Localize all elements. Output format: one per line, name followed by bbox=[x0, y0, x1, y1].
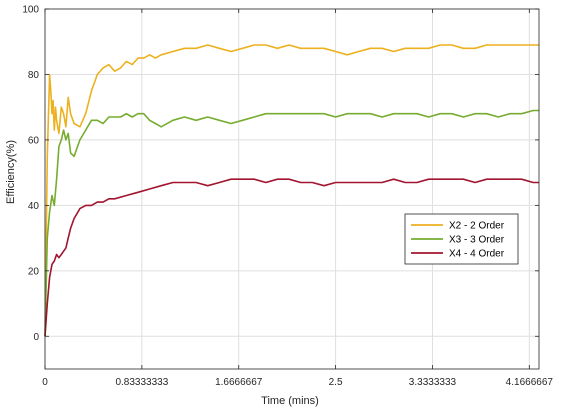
x-tick-label: 2.5 bbox=[329, 377, 343, 388]
legend-label-3: X4 - 4 Order bbox=[449, 249, 505, 260]
y-tick-label: 100 bbox=[22, 5, 39, 16]
x-tick-label: 1.6666667 bbox=[215, 377, 263, 388]
y-tick-label: 40 bbox=[28, 201, 40, 212]
grid bbox=[44, 8, 539, 369]
series-line-1 bbox=[44, 44, 539, 337]
axes-box bbox=[44, 8, 540, 370]
y-tick-label: 80 bbox=[28, 70, 40, 81]
y-tick-label: 20 bbox=[28, 266, 40, 277]
x-tick-label: 0.83333333 bbox=[115, 377, 168, 388]
x-axis-title: Time (mins) bbox=[261, 395, 319, 407]
y-tick-label: 0 bbox=[33, 332, 39, 343]
series-line-2 bbox=[44, 109, 539, 337]
tick-labels: 0 0.83333333 1.6666667 2.5 3.3333333 4.166666… bbox=[22, 5, 553, 389]
x-tick-label: 3.3333333 bbox=[409, 377, 457, 388]
axes bbox=[44, 8, 540, 370]
series-line-3 bbox=[44, 178, 539, 337]
x-tick-label: 0 bbox=[42, 377, 48, 388]
plot-area bbox=[45, 9, 539, 369]
y-tick-label: 60 bbox=[28, 135, 40, 146]
legend-label-2: X3 - 3 Order bbox=[449, 235, 505, 246]
series-group bbox=[44, 44, 539, 337]
y-axis-title: Efficiency(%) bbox=[5, 140, 17, 204]
legend-label-1: X2 - 2 Order bbox=[449, 221, 505, 232]
x-tick-label: 4.1666667 bbox=[506, 377, 554, 388]
legend: X2 - 2 Order X3 - 3 Order X4 - 4 Order bbox=[404, 213, 519, 265]
